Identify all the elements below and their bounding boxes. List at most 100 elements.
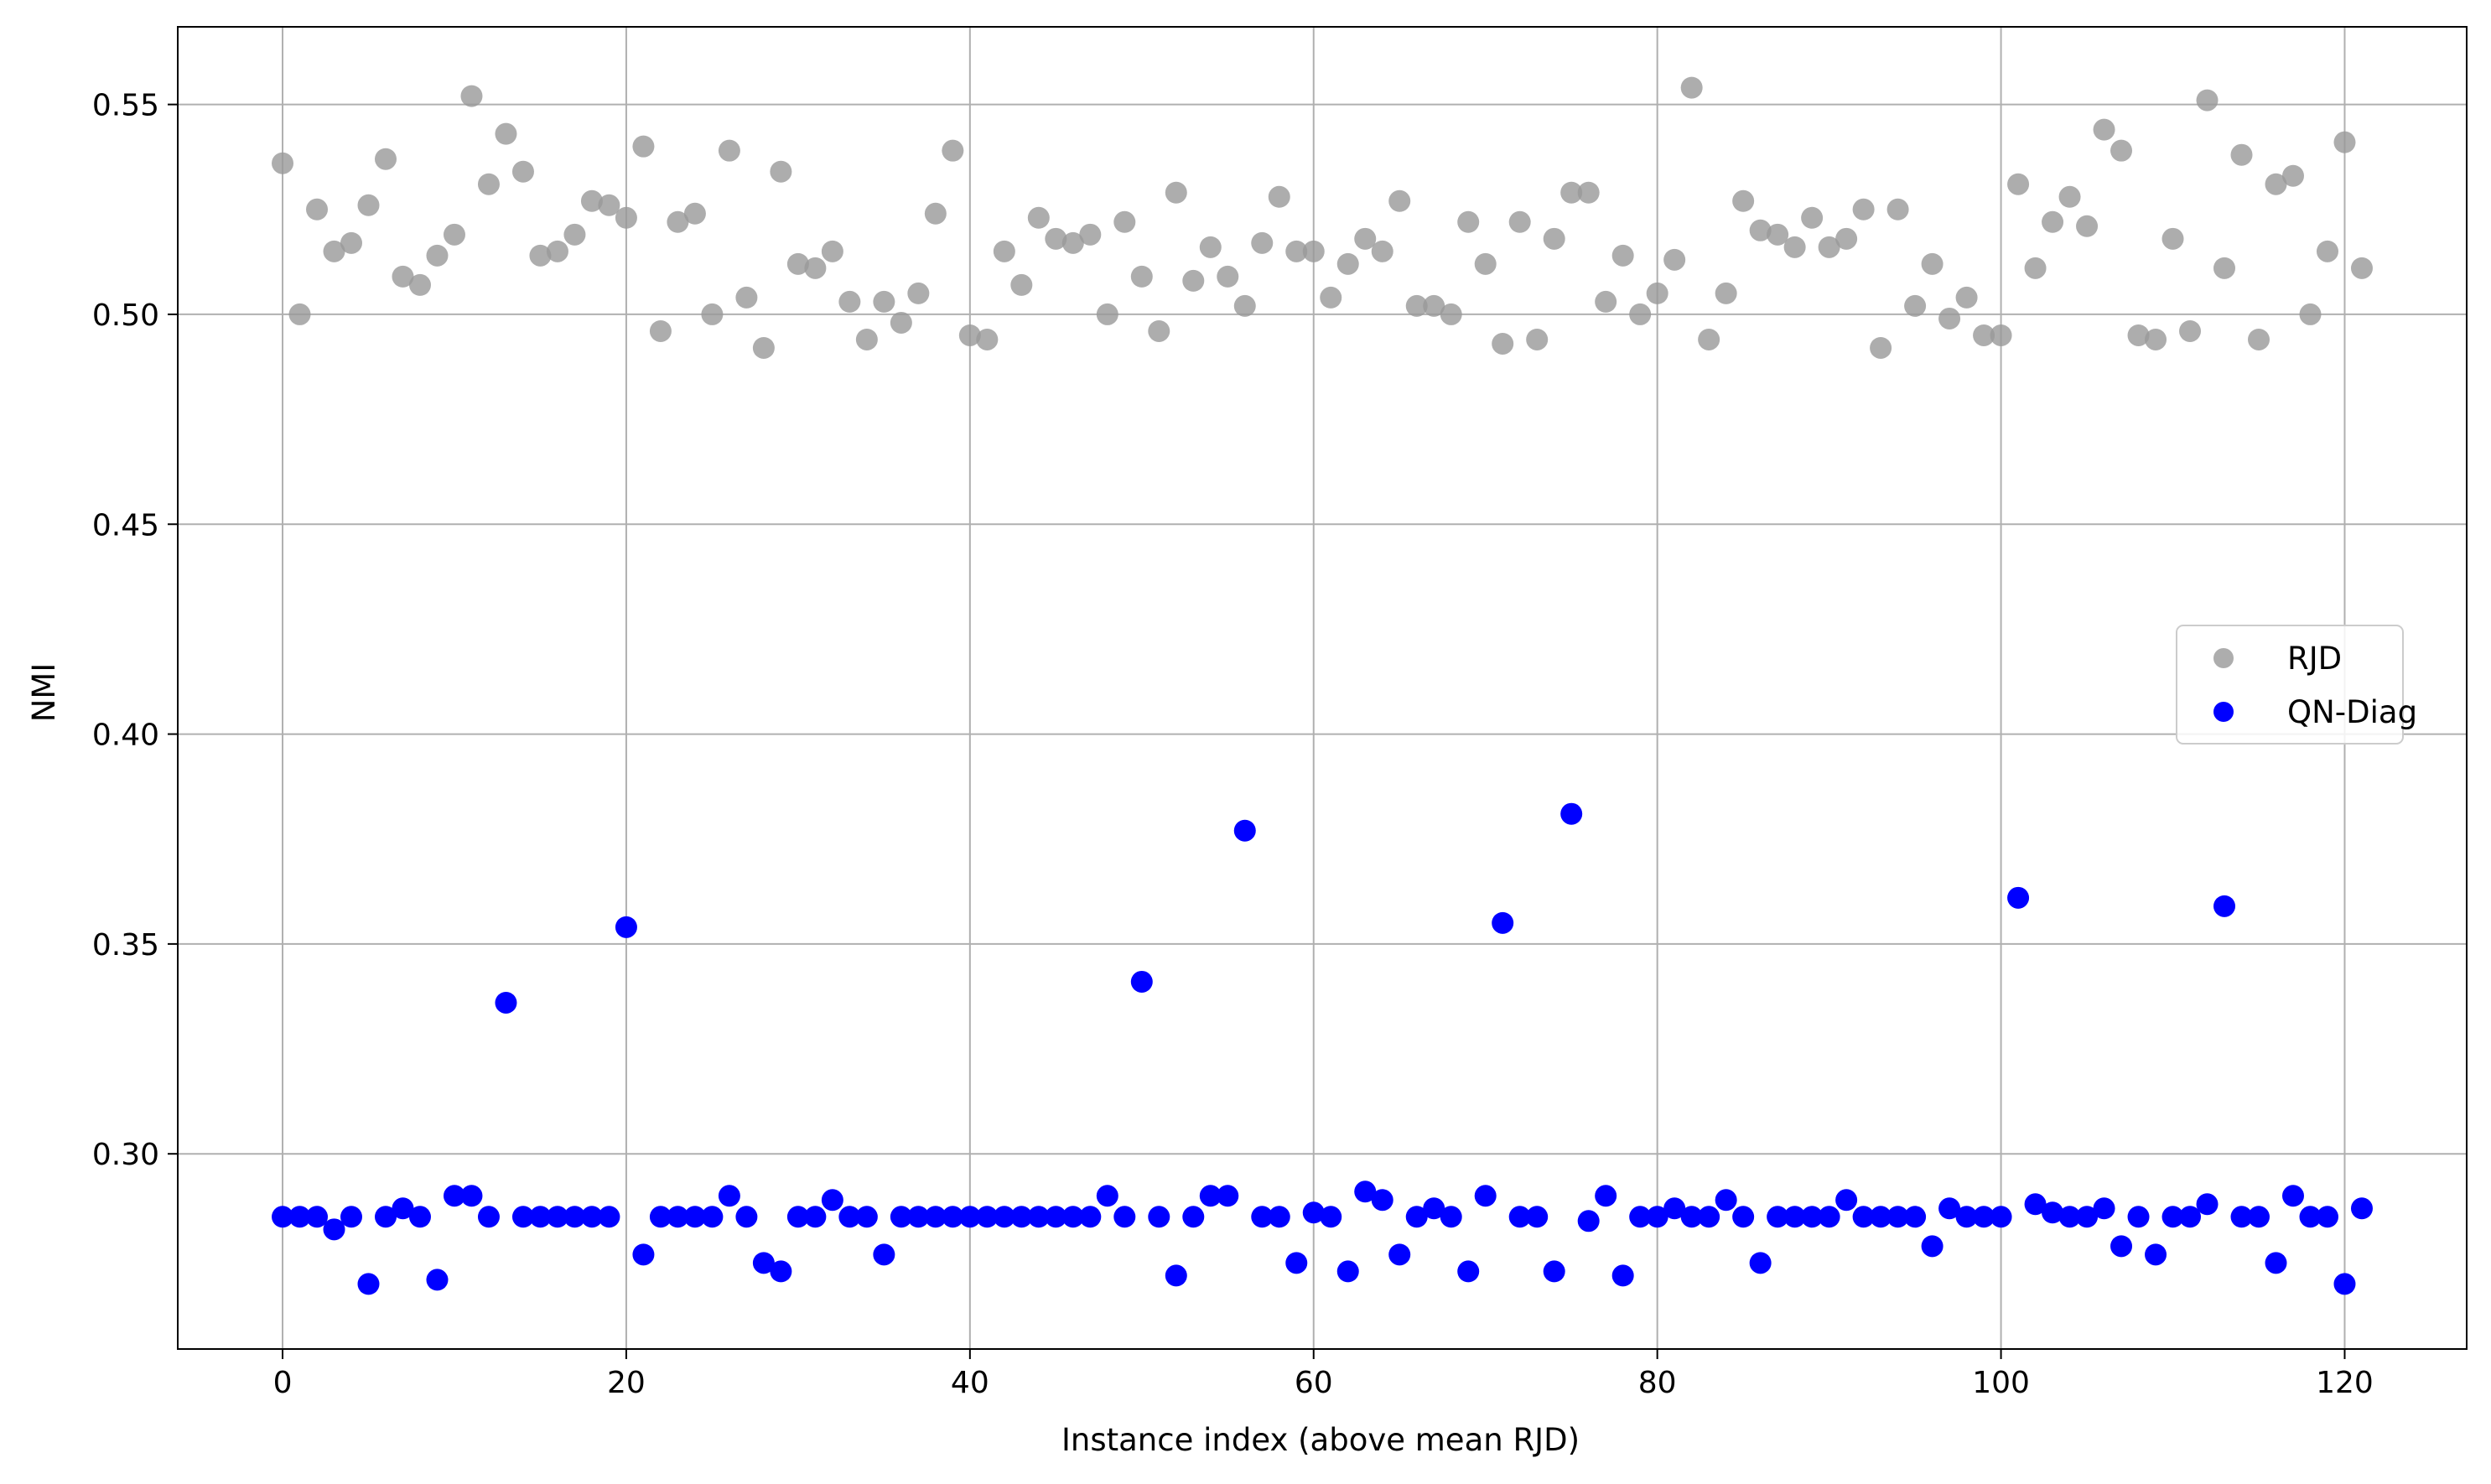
point-rjd bbox=[2093, 118, 2115, 141]
point-qn-diag bbox=[1096, 1185, 1118, 1207]
point-qn-diag bbox=[1732, 1206, 1755, 1228]
point-qn-diag bbox=[2265, 1252, 2287, 1274]
point-rjd bbox=[1130, 265, 1153, 288]
point-qn-diag bbox=[1182, 1206, 1205, 1228]
point-qn-diag bbox=[770, 1260, 792, 1283]
point-qn-diag bbox=[1801, 1206, 1824, 1228]
point-rjd bbox=[306, 198, 329, 221]
point-qn-diag bbox=[2350, 1197, 2373, 1220]
point-qn-diag bbox=[1165, 1264, 1187, 1287]
point-qn-diag bbox=[1233, 819, 1256, 842]
point-rjd bbox=[2179, 319, 2202, 342]
point-qn-diag bbox=[907, 1206, 930, 1228]
point-rjd bbox=[1474, 252, 1497, 275]
point-rjd bbox=[1663, 248, 1686, 271]
point-rjd bbox=[1835, 227, 1858, 250]
point-qn-diag bbox=[580, 1206, 603, 1228]
point-qn-diag bbox=[683, 1206, 706, 1228]
point-qn-diag bbox=[1217, 1185, 1239, 1207]
point-qn-diag bbox=[667, 1206, 689, 1228]
point-qn-diag bbox=[1835, 1189, 1858, 1212]
point-rjd bbox=[838, 290, 861, 313]
point-qn-diag bbox=[1027, 1206, 1050, 1228]
point-qn-diag bbox=[735, 1206, 758, 1228]
point-qn-diag bbox=[2058, 1206, 2081, 1228]
point-rjd bbox=[1165, 181, 1187, 204]
point-qn-diag bbox=[1526, 1206, 1549, 1228]
point-qn-diag bbox=[1130, 970, 1153, 993]
point-qn-diag bbox=[1457, 1260, 1480, 1283]
point-qn-diag bbox=[1474, 1185, 1497, 1207]
point-qn-diag bbox=[2196, 1193, 2219, 1216]
point-qn-diag bbox=[1852, 1206, 1875, 1228]
point-qn-diag bbox=[426, 1269, 449, 1291]
plot-area-frame bbox=[177, 26, 2468, 1350]
y-tick-label: 0.30 bbox=[92, 1138, 159, 1172]
point-rjd bbox=[1302, 240, 1325, 262]
point-qn-diag bbox=[2042, 1201, 2064, 1224]
point-qn-diag bbox=[2333, 1273, 2356, 1295]
series-rjd bbox=[272, 76, 2373, 359]
point-rjd bbox=[460, 85, 483, 107]
legend-marker-qn-diag bbox=[2213, 702, 2234, 722]
point-qn-diag bbox=[1371, 1189, 1393, 1212]
point-rjd bbox=[924, 202, 947, 225]
point-rjd bbox=[2230, 143, 2253, 166]
point-qn-diag bbox=[1921, 1235, 1943, 1258]
x-tick-label: 40 bbox=[951, 1366, 989, 1400]
point-rjd bbox=[958, 324, 981, 346]
point-qn-diag bbox=[1079, 1206, 1102, 1228]
point-qn-diag bbox=[838, 1206, 861, 1228]
point-qn-diag bbox=[477, 1206, 500, 1228]
point-rjd bbox=[2281, 164, 2304, 187]
point-qn-diag bbox=[1577, 1210, 1600, 1232]
point-qn-diag bbox=[2127, 1206, 2150, 1228]
point-qn-diag bbox=[942, 1206, 964, 1228]
point-rjd bbox=[1749, 219, 1772, 241]
point-qn-diag bbox=[1543, 1260, 1565, 1283]
point-qn-diag bbox=[1320, 1206, 1342, 1228]
point-qn-diag bbox=[1870, 1206, 1892, 1228]
point-rjd bbox=[1440, 303, 1462, 325]
point-rjd bbox=[770, 160, 792, 183]
point-rjd bbox=[2350, 257, 2373, 279]
y-tick-label: 0.45 bbox=[92, 508, 159, 542]
point-rjd bbox=[1010, 273, 1033, 296]
point-rjd bbox=[1526, 328, 1549, 350]
point-rjd bbox=[701, 303, 724, 325]
point-qn-diag bbox=[2248, 1206, 2270, 1228]
point-qn-diag bbox=[2110, 1235, 2133, 1258]
point-qn-diag bbox=[1302, 1201, 1325, 1224]
point-rjd bbox=[2265, 173, 2287, 195]
point-qn-diag bbox=[495, 991, 517, 1014]
point-rjd bbox=[340, 231, 363, 254]
point-rjd bbox=[357, 194, 380, 216]
point-rjd bbox=[1938, 307, 1961, 329]
x-tick-label: 60 bbox=[1295, 1366, 1333, 1400]
point-rjd bbox=[1492, 332, 1514, 355]
point-rjd bbox=[1921, 252, 1943, 275]
x-axis-label: Instance index (above mean RJD) bbox=[1061, 1422, 1580, 1458]
point-rjd bbox=[1783, 236, 1806, 258]
point-qn-diag bbox=[786, 1206, 809, 1228]
point-qn-diag bbox=[2076, 1206, 2099, 1228]
point-rjd bbox=[272, 152, 294, 174]
point-qn-diag bbox=[1783, 1206, 1806, 1228]
point-qn-diag bbox=[357, 1273, 380, 1295]
point-rjd bbox=[1405, 294, 1428, 317]
point-qn-diag bbox=[976, 1206, 999, 1228]
point-rjd bbox=[2145, 328, 2167, 350]
point-rjd bbox=[1560, 181, 1583, 204]
point-qn-diag bbox=[1973, 1206, 1995, 1228]
point-qn-diag bbox=[1285, 1252, 1308, 1274]
point-qn-diag bbox=[632, 1243, 655, 1266]
point-rjd bbox=[942, 139, 964, 162]
point-qn-diag bbox=[2316, 1206, 2338, 1228]
point-rjd bbox=[2110, 139, 2133, 162]
legend-label-rjd: RJD bbox=[2287, 641, 2342, 677]
point-rjd bbox=[1096, 303, 1118, 325]
point-rjd bbox=[1767, 223, 1789, 246]
point-rjd bbox=[2076, 215, 2099, 237]
point-rjd bbox=[1027, 206, 1050, 229]
point-rjd bbox=[993, 240, 1015, 262]
